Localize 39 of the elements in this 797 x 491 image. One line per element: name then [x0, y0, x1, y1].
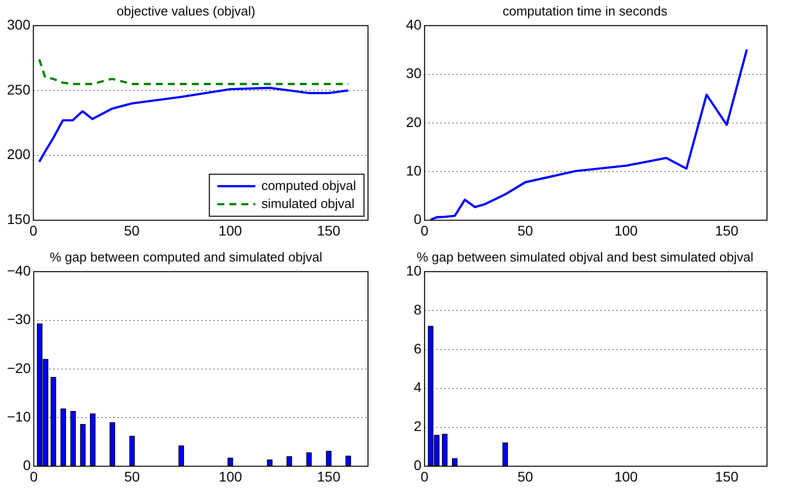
y-tick-label: 6 — [414, 340, 422, 356]
y-tick-label: −30 — [7, 311, 31, 328]
x-tick-label: 50 — [124, 468, 140, 484]
x-tick-label: 50 — [517, 468, 534, 484]
legend-label: simulated objval — [261, 196, 355, 211]
chart-title: % gap between computed and simulated objval — [50, 249, 322, 264]
x-tick-label: 100 — [614, 468, 638, 484]
chart-title: computation time in seconds — [502, 3, 668, 18]
y-tick-label: −40 — [7, 262, 31, 278]
legend-label: computed objval — [261, 178, 356, 193]
y-tick-label: 2 — [414, 418, 422, 434]
y-tick-label: 0 — [414, 457, 422, 474]
y-tick-label: 20 — [406, 114, 422, 130]
x-tick-label: 100 — [218, 222, 242, 238]
y-tick-label: 10 — [406, 262, 422, 278]
y-tick-label: −10 — [7, 408, 31, 424]
y-tick-label: 0 — [22, 457, 31, 474]
y-tick-label: 200 — [7, 146, 31, 162]
x-tick-label: 150 — [715, 468, 739, 484]
y-tick-label: −20 — [7, 360, 31, 376]
y-tick-label: 250 — [7, 81, 31, 98]
x-tick-label: 150 — [715, 222, 739, 238]
x-tick-label: 150 — [316, 468, 341, 484]
y-tick-label: 30 — [406, 65, 422, 82]
y-tick-label: 10 — [406, 162, 422, 178]
y-tick-label: 40 — [406, 16, 422, 32]
line-series — [38, 58, 350, 86]
y-tick-label: 4 — [414, 379, 422, 396]
y-tick-label: 8 — [414, 301, 422, 318]
x-tick-label: 100 — [218, 468, 242, 484]
x-tick-label: 50 — [517, 222, 534, 238]
y-tick-label: 300 — [7, 16, 31, 32]
x-tick-label: 100 — [614, 222, 638, 238]
x-tick-label: 150 — [316, 222, 341, 238]
y-tick-label: 0 — [414, 211, 422, 228]
x-tick-label: 50 — [124, 222, 140, 238]
y-tick-label: 150 — [7, 211, 31, 228]
chart-title: % gap between simulated objval and best simulated objval — [416, 249, 754, 264]
chart-title: objective values (objval) — [116, 3, 256, 18]
